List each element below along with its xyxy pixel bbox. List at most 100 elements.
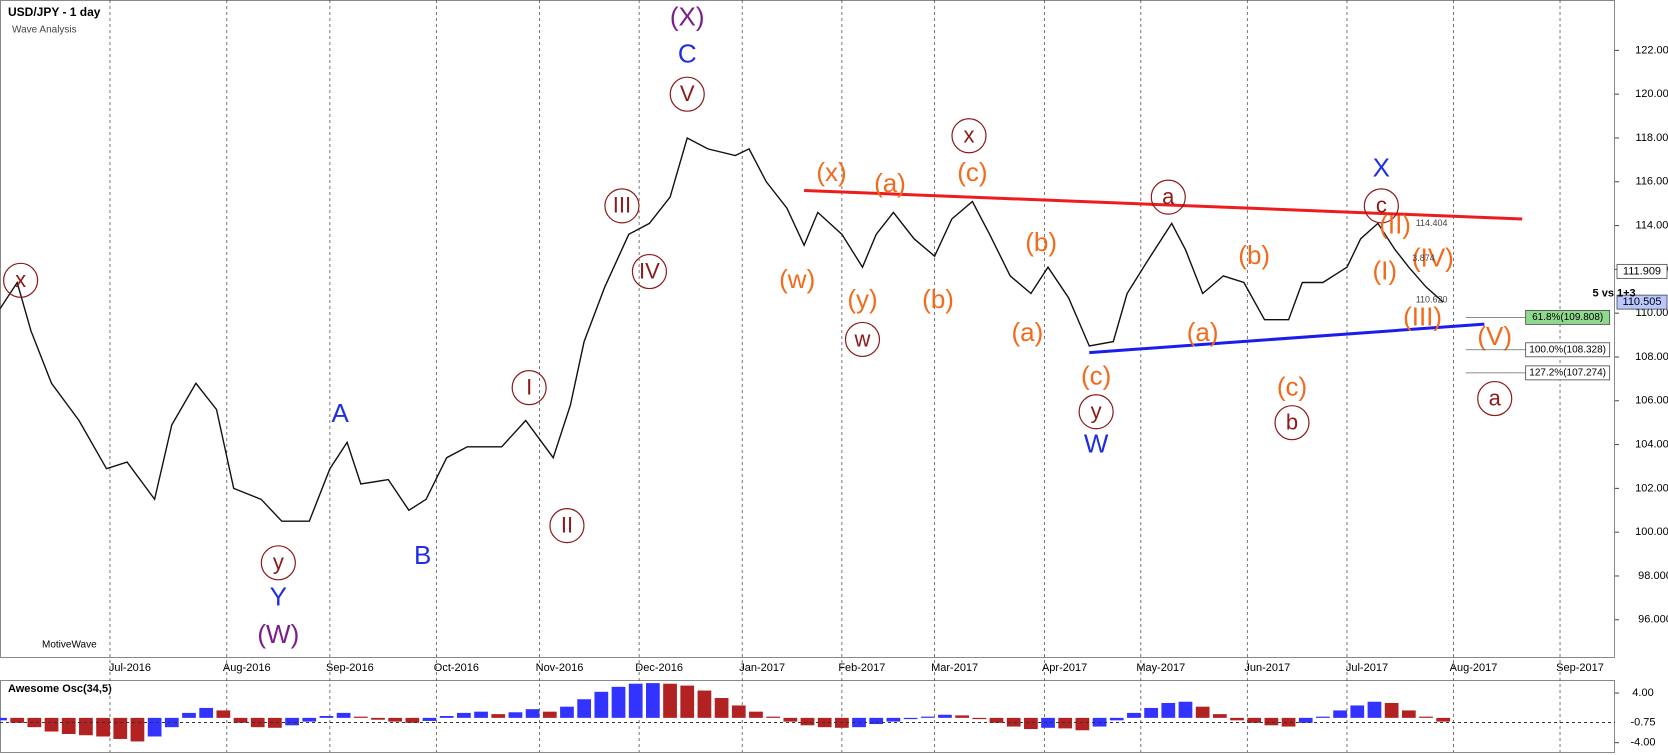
wave-label: x	[964, 123, 975, 148]
osc-bar	[371, 717, 385, 720]
osc-bar	[44, 717, 59, 732]
wave-label: (c)	[957, 157, 987, 187]
osc-bar	[1316, 716, 1330, 718]
osc-bar	[147, 717, 162, 737]
osc-panel	[0, 680, 1615, 753]
osc-bar	[1127, 712, 1141, 718]
wave-circle	[3, 262, 39, 298]
wave-circle	[669, 76, 705, 112]
subtitle: Wave Analysis	[12, 25, 77, 36]
osc-bar	[869, 717, 884, 725]
y-tick-label: 104.000	[1635, 438, 1668, 450]
x-tick-label: Nov-2016	[536, 662, 584, 674]
osc-bar	[1161, 702, 1176, 718]
osc-bar	[989, 717, 1004, 723]
osc-bar	[457, 712, 471, 718]
fib-box	[1525, 309, 1611, 325]
osc-bar	[285, 717, 299, 726]
y-tick-label: 106.000	[1635, 395, 1668, 407]
osc-bar	[130, 717, 145, 742]
wave-label: (y)	[847, 284, 877, 314]
wave-label: C	[678, 39, 697, 69]
wave-label: (X)	[670, 1, 705, 31]
fib-label: 100.0%(108.328)	[1529, 344, 1606, 355]
osc-bar	[749, 711, 763, 718]
fib-box	[1525, 342, 1611, 358]
osc-bar	[1023, 717, 1038, 730]
wave-label: (b)	[922, 284, 954, 314]
osc-bar	[1195, 706, 1210, 718]
osc-bar	[714, 698, 729, 718]
osc-bar	[1109, 717, 1124, 721]
x-tick-label: Jul-2017	[1346, 662, 1388, 674]
osc-title: Awesome Osc(34,5)	[8, 683, 112, 695]
osc-bar	[474, 711, 488, 718]
wave-label: a	[1489, 385, 1502, 410]
footer: MotiveWave	[42, 640, 97, 651]
wave-label: W	[1084, 428, 1109, 458]
x-tick-label: Jul-2016	[109, 662, 151, 674]
osc-bar	[680, 685, 695, 718]
y-tick-label: 116.000	[1636, 176, 1668, 188]
osc-bar	[1281, 717, 1296, 727]
osc-bar	[646, 683, 660, 718]
wave-label: (W)	[257, 619, 299, 649]
x-tick-label: Mar-2017	[931, 662, 978, 674]
osc-bar	[1247, 717, 1262, 723]
price-label: 111.909	[1623, 265, 1661, 277]
wave-label: (II)	[1379, 209, 1411, 239]
osc-bar	[1384, 702, 1399, 718]
x-tick-label: Dec-2016	[635, 662, 683, 674]
osc-bar	[577, 699, 592, 718]
osc-bar	[1230, 717, 1244, 721]
osc-bar	[336, 712, 351, 718]
osc-bar	[422, 717, 437, 721]
y-tick-label: 4.00	[1632, 687, 1653, 699]
price-box	[1616, 263, 1668, 279]
osc-bar	[1006, 717, 1021, 727]
osc-bar	[1178, 701, 1193, 718]
osc-bar	[525, 709, 540, 718]
wave-label: (c)	[1277, 372, 1307, 402]
wave-circle	[1363, 188, 1399, 224]
osc-bar	[439, 716, 454, 718]
osc-bar	[938, 714, 952, 718]
osc-bar	[1436, 717, 1451, 722]
fib-title: 5 vs 1+3	[1593, 287, 1636, 299]
y-tick-label: 122.000	[1635, 44, 1668, 56]
osc-bar	[182, 712, 196, 718]
y-tick-label: 100.000	[1635, 526, 1668, 538]
fib-label: 127.2%(107.274)	[1529, 368, 1606, 379]
wave-label: (V)	[1477, 321, 1512, 351]
wave-label: b	[1286, 409, 1298, 434]
wave-label: X	[1373, 153, 1390, 183]
osc-bar	[405, 717, 420, 723]
main-panel	[0, 0, 1615, 658]
osc-bar	[233, 717, 248, 723]
wave-label: y	[273, 550, 284, 575]
osc-bar	[0, 717, 7, 721]
wave-circle	[844, 321, 881, 358]
osc-bar	[955, 715, 969, 718]
y-tick-label: 114.000	[1636, 219, 1668, 231]
osc-bar	[353, 716, 368, 718]
osc-bar	[10, 717, 25, 723]
wave-label: (III)	[1403, 301, 1442, 331]
trendline	[804, 189, 1523, 221]
y-tick-label: 108.000	[1635, 351, 1668, 363]
wave-label: (x)	[816, 157, 846, 187]
y-tick-label: 118.000	[1636, 132, 1668, 144]
osc-bar	[250, 717, 265, 728]
price-line	[0, 136, 1444, 522]
price-label: 110.505	[1623, 296, 1662, 308]
osc-bar	[1298, 717, 1313, 723]
chart-title: USD/JPY - 1 day	[8, 5, 101, 19]
x-tick-label: Feb-2017	[838, 662, 885, 674]
osc-bar	[628, 683, 643, 718]
wave-label: A	[332, 398, 350, 428]
osc-bar	[216, 710, 231, 718]
osc-bar	[1058, 717, 1073, 729]
wave-label: I	[526, 374, 532, 399]
